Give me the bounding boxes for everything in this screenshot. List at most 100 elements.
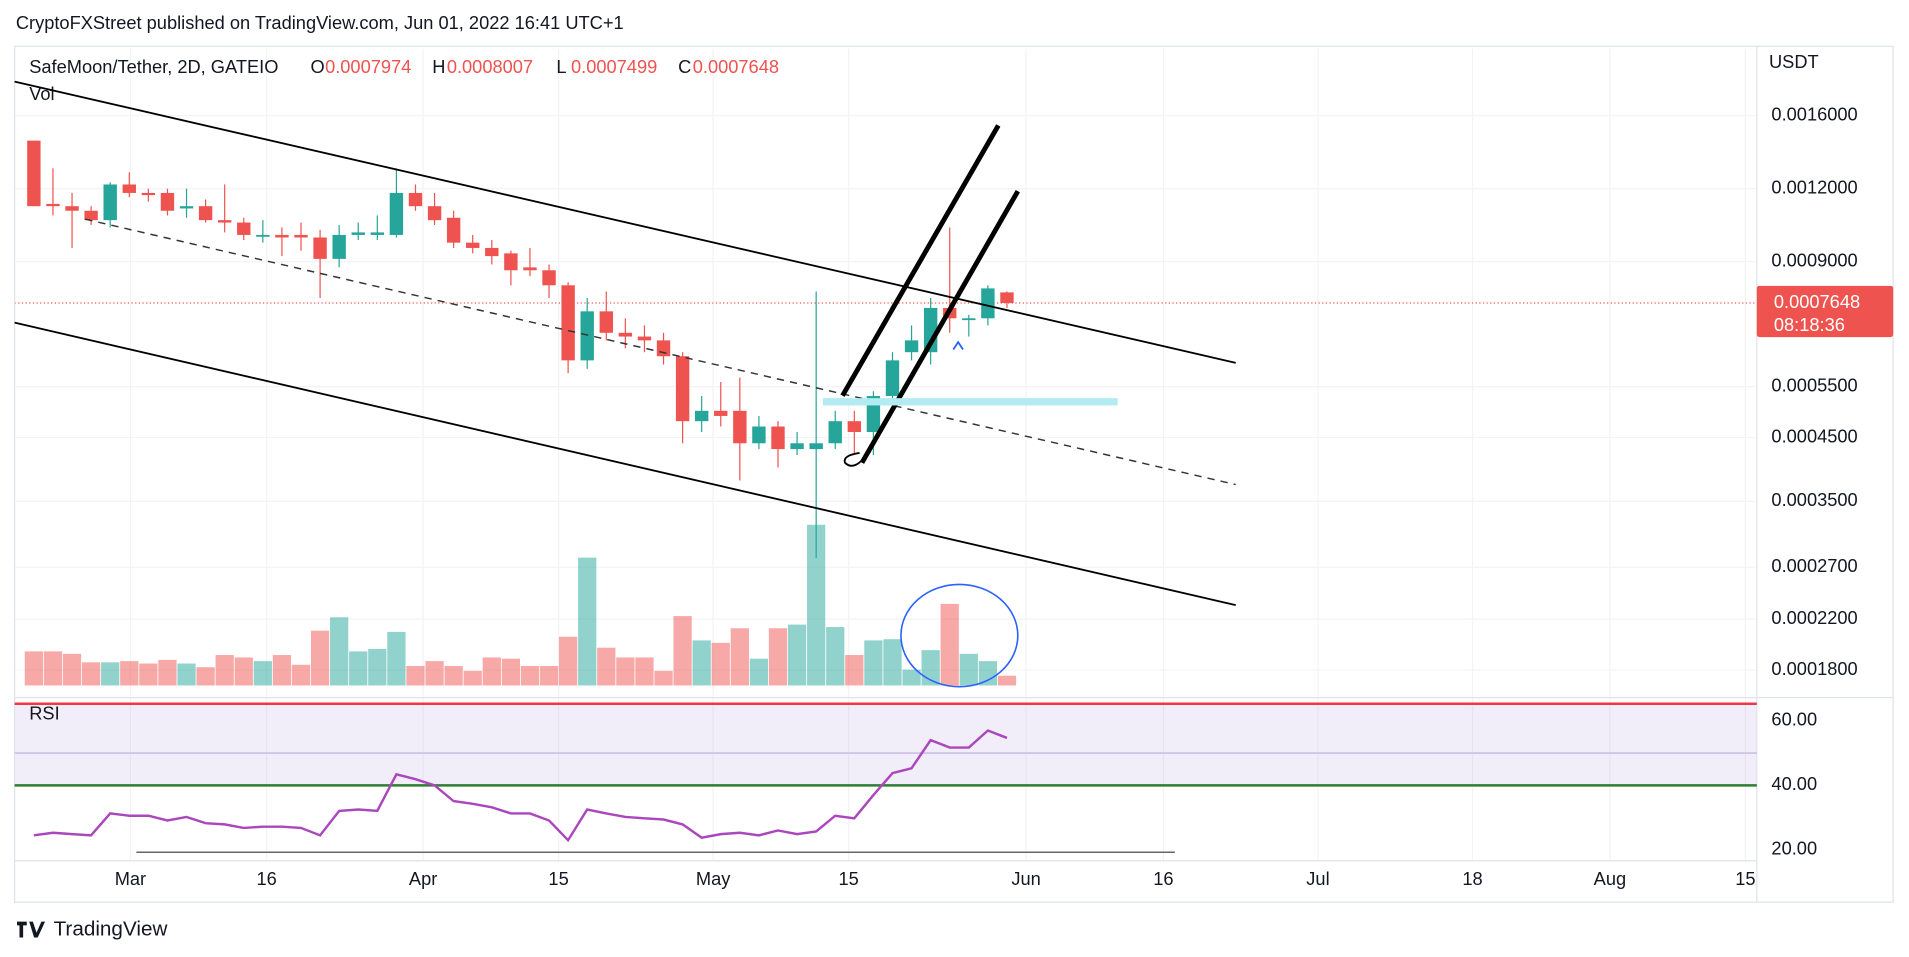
rsi-tick-label: 60.00 bbox=[1771, 709, 1817, 730]
volume-bar bbox=[139, 663, 158, 686]
volume-bar bbox=[310, 630, 330, 686]
volume-bar bbox=[883, 639, 902, 686]
volume-bar bbox=[196, 667, 215, 686]
candle-body bbox=[790, 443, 804, 450]
ohlc-value: 0.0008007 bbox=[447, 56, 533, 77]
volume-bar bbox=[330, 617, 349, 686]
volume-bar bbox=[768, 628, 788, 686]
candle-body bbox=[599, 311, 613, 333]
x-tick-label: 16 bbox=[1153, 868, 1173, 889]
volume-bar bbox=[406, 665, 425, 686]
candle-body bbox=[771, 426, 785, 450]
header: CryptoFXStreet published on TradingView.… bbox=[16, 12, 624, 33]
x-tick-label: Aug bbox=[1594, 868, 1626, 889]
candle-body bbox=[122, 184, 136, 193]
channel-upper bbox=[14, 80, 1236, 364]
price-label: 0.0007648 bbox=[1774, 291, 1860, 312]
volume-bar bbox=[578, 557, 597, 686]
volume-bar bbox=[921, 650, 940, 686]
volume-bar bbox=[501, 658, 521, 686]
candle-body bbox=[962, 318, 976, 321]
volume-bar bbox=[43, 651, 63, 686]
candle-body bbox=[523, 267, 537, 271]
volume-bar bbox=[24, 651, 44, 686]
background-layer bbox=[14, 48, 1757, 861]
hand-mark bbox=[843, 452, 863, 467]
volume-bar bbox=[558, 636, 578, 686]
channel-lower bbox=[14, 321, 1236, 607]
candle-body bbox=[733, 410, 747, 444]
candle-body bbox=[27, 140, 41, 207]
candle-body bbox=[294, 234, 308, 238]
footer-brand: TradingView bbox=[54, 918, 168, 941]
volume-bar bbox=[864, 640, 883, 686]
drawings bbox=[14, 80, 1236, 853]
x-tick-label: May bbox=[696, 868, 731, 889]
x-tick-label: 16 bbox=[257, 868, 277, 889]
candle-body bbox=[275, 234, 289, 238]
volume-bar bbox=[730, 628, 749, 686]
candle-body bbox=[313, 237, 327, 259]
volume-bar bbox=[539, 665, 559, 686]
candle-body bbox=[46, 203, 60, 207]
candle-body bbox=[981, 288, 995, 319]
candle-body bbox=[65, 206, 79, 211]
candle-body bbox=[370, 232, 385, 235]
candle-body bbox=[485, 247, 499, 257]
rsi-line bbox=[33, 729, 1008, 843]
rsi-label: RSI bbox=[29, 703, 59, 724]
y-tick-label: 0.0012000 bbox=[1771, 177, 1857, 198]
blue-tick bbox=[952, 340, 964, 350]
volume-bar bbox=[120, 661, 139, 686]
candle-body bbox=[675, 356, 690, 422]
ohlc-key: C bbox=[678, 56, 691, 77]
price-label-box bbox=[1756, 285, 1894, 338]
ohlc-key: L bbox=[556, 56, 566, 77]
y-tick-label: 0.0005500 bbox=[1771, 374, 1857, 395]
volume-bar bbox=[482, 657, 501, 686]
candle-body bbox=[618, 332, 633, 337]
candle-body bbox=[809, 443, 823, 450]
ohlc-value: 0.0007974 bbox=[325, 56, 411, 77]
y-tick-label: 0.0003500 bbox=[1771, 489, 1857, 510]
ohlc-key: O bbox=[310, 56, 324, 77]
volume-bar bbox=[807, 524, 826, 686]
rsi-tick-label: 40.00 bbox=[1771, 773, 1817, 794]
candle-body bbox=[408, 192, 423, 207]
volume-bar bbox=[902, 669, 921, 686]
volume-bar bbox=[959, 653, 978, 686]
volume-bar bbox=[234, 657, 253, 686]
volume-bar bbox=[444, 665, 463, 686]
volume-bar bbox=[520, 665, 540, 686]
candle-body bbox=[103, 184, 117, 221]
volume-bar bbox=[349, 651, 368, 686]
x-tick-label: 15 bbox=[838, 868, 858, 889]
volume-bar bbox=[997, 675, 1017, 686]
x-tick-label: 15 bbox=[548, 868, 568, 889]
volume-bar bbox=[597, 647, 616, 686]
volume-bar bbox=[272, 655, 292, 686]
x-tick-label: 15 bbox=[1735, 868, 1755, 889]
y-axis-label: USDT bbox=[1769, 51, 1819, 72]
candle-body bbox=[714, 410, 728, 416]
volume-bar bbox=[654, 670, 673, 686]
y-tick-label: 0.0002200 bbox=[1771, 607, 1857, 628]
candle-body bbox=[885, 360, 900, 397]
y-tick-label: 0.0016000 bbox=[1771, 104, 1857, 125]
wedge-line bbox=[859, 189, 1020, 464]
volume-bar bbox=[81, 662, 101, 686]
candle-body bbox=[332, 234, 346, 259]
volume-bar bbox=[845, 655, 864, 686]
volume-bar bbox=[749, 658, 769, 686]
candle-body bbox=[141, 192, 156, 196]
candle-body bbox=[217, 220, 232, 223]
candle-body bbox=[561, 285, 575, 361]
candle-body bbox=[84, 210, 98, 221]
volume-bar bbox=[826, 627, 845, 686]
volume-bar bbox=[711, 642, 730, 686]
rsi-tick-label: 20.00 bbox=[1771, 838, 1817, 859]
candle-body bbox=[237, 222, 251, 235]
volume-bar bbox=[62, 653, 82, 686]
